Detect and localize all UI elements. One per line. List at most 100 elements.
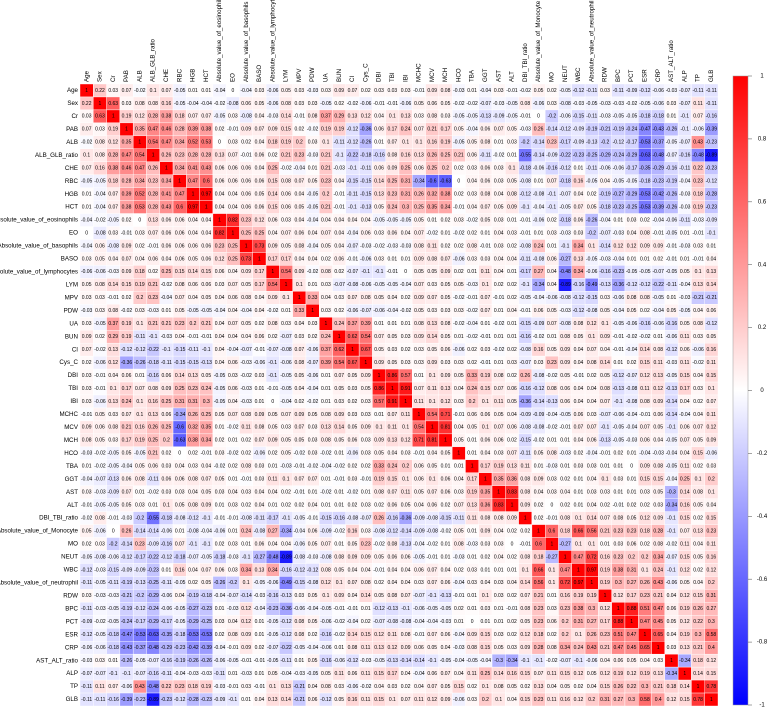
cell-value: 0.54	[427, 412, 437, 418]
cell-value: 0.03	[467, 567, 477, 573]
cell-value: -0.06	[254, 360, 266, 366]
cell-value: -0.14	[147, 528, 159, 534]
cell-value: -0.03	[227, 554, 239, 560]
cell-value: 0.21	[653, 593, 663, 599]
cell-value: 0.1	[708, 490, 715, 496]
cell-value: 0.01	[574, 490, 584, 496]
cell-value: 0.06	[162, 412, 172, 418]
cell-value: 0.06	[387, 230, 397, 236]
cell-value: -0.02	[546, 658, 558, 664]
cell-value: 0.01	[82, 191, 92, 197]
cell-value: -0.04	[453, 580, 465, 586]
cell-value: 0.02	[348, 502, 358, 508]
cell-value: 0.09	[414, 334, 424, 340]
cell-value: 0.06	[427, 502, 437, 508]
cell-value: 0.07	[228, 153, 238, 159]
cell-value: 1	[378, 373, 381, 379]
cell-value: 0.03	[82, 399, 92, 405]
cell-value: 0	[218, 140, 221, 146]
cell-value: -0.11	[586, 166, 597, 172]
cell-value: 1	[511, 502, 514, 508]
cell-value: 0.01	[374, 140, 384, 146]
cell-value: 0.24	[574, 645, 584, 651]
cell-value: 0.39	[122, 191, 132, 197]
cell-value: -0.06	[692, 347, 704, 353]
cell-value: 0.07	[294, 179, 304, 185]
cell-value: 0.06	[228, 360, 238, 366]
cell-value: 0.05	[334, 386, 344, 392]
cell-value: 0.03	[587, 490, 597, 496]
cell-value: 0.23	[600, 632, 610, 638]
cell-value: 0.03	[255, 464, 265, 470]
cell-value: 0.47	[627, 632, 637, 638]
cell-value: -0.02	[267, 308, 279, 314]
cell-value: -0.05	[586, 101, 598, 107]
cell-value: 0.18	[693, 658, 703, 664]
cell-value: 0.05	[627, 515, 637, 521]
cell-value: 0.03	[401, 360, 411, 366]
cell-value: 0.17	[255, 282, 265, 288]
cell-value: -0.02	[347, 101, 359, 107]
cell-value: 0.23	[627, 528, 637, 534]
cell-value: 0.14	[361, 593, 371, 599]
cell-value: 0.26	[693, 606, 703, 612]
cell-value: 0.02	[361, 464, 371, 470]
cell-value: 0.03	[441, 360, 451, 366]
cell-value: -0.03	[387, 243, 399, 249]
cell-value: 0.01	[600, 541, 610, 547]
cell-value: 0.04	[188, 230, 198, 236]
cell-value: 0.15	[520, 697, 530, 703]
cell-value: -0.05	[400, 217, 412, 223]
cell-value: 0.05	[95, 256, 105, 262]
cell-value: 0.33	[294, 308, 304, 314]
cell-value: 1	[577, 567, 580, 573]
cell-value: 0.05	[122, 451, 132, 457]
cell-value: 0.01	[215, 502, 225, 508]
cell-value: -0.04	[427, 619, 439, 625]
cell-value: -0.07	[280, 334, 292, 340]
cell-value: -0.17	[161, 619, 173, 625]
cell-value: 0.23	[613, 554, 623, 560]
cell-value: 0.09	[82, 334, 92, 340]
cell-value: 0.07	[401, 697, 411, 703]
cell-value: -0.26	[201, 658, 213, 664]
cell-value: 0.03	[228, 541, 238, 547]
cell-value: 0.04	[255, 114, 265, 120]
cell-value: -0.63	[440, 179, 452, 185]
cell-value: 0.09	[122, 243, 132, 249]
cell-value: 0.07	[427, 632, 437, 638]
cell-value: -0.1	[680, 127, 689, 133]
cell-value: -0.02	[161, 282, 173, 288]
cell-value: -0.27	[546, 554, 558, 560]
cell-value: 0.06	[215, 179, 225, 185]
cell-value: 0.13	[281, 684, 291, 690]
cell-value: 0.07	[441, 256, 451, 262]
cell-value: -0.04	[599, 217, 611, 223]
cell-value: -0.12	[134, 347, 146, 353]
cell-value: -0.01	[373, 101, 385, 107]
cell-value: 0.01	[613, 464, 623, 470]
cell-value: -0.18	[599, 204, 611, 210]
cell-value: -0.06	[267, 88, 279, 94]
cell-value: -0.14	[533, 153, 545, 159]
cell-value: -0.02	[427, 230, 439, 236]
cell-value: 0.08	[653, 347, 663, 353]
cell-value: 0.09	[334, 88, 344, 94]
cell-value: 0.08	[627, 295, 637, 301]
cell-value: -0.14	[533, 399, 545, 405]
cell-value: -0.02	[466, 308, 478, 314]
cell-value: 0.05	[374, 204, 384, 210]
cell-value: 0.04	[188, 490, 198, 496]
cell-value: 0.1	[389, 697, 396, 703]
cell-value: 0.19	[108, 127, 118, 133]
cell-value: 0.11	[680, 541, 690, 547]
cell-value: 0.23	[188, 386, 198, 392]
cell-value: 0.4	[655, 697, 662, 703]
cell-value: -0.34	[666, 671, 678, 677]
cell-value: -0.06	[320, 645, 332, 651]
cell-value: 0.02	[148, 269, 158, 275]
cell-value: 0.09	[122, 269, 132, 275]
cell-value: 0.56	[587, 528, 597, 534]
cell-value: -0.63	[147, 632, 159, 638]
cell-value: 0.04	[507, 308, 517, 314]
